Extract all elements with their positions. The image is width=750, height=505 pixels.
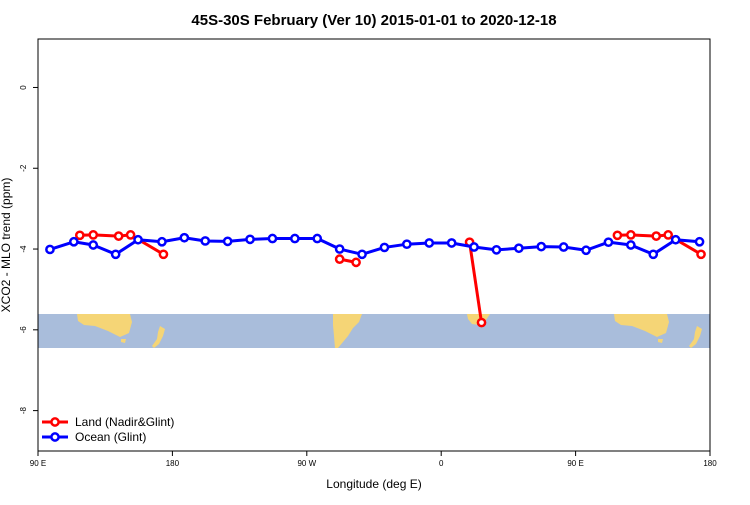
x-tick-label: 180 (166, 459, 180, 468)
y-tick-label: -8 (19, 407, 28, 415)
data-point (402, 239, 412, 250)
data-point (603, 237, 614, 248)
map-land-australia-2 (614, 314, 669, 337)
data-point (179, 232, 190, 243)
data-point (491, 244, 502, 255)
data-point (581, 245, 591, 256)
plot-frame (37, 38, 711, 452)
data-point (514, 243, 524, 254)
data-point (157, 236, 167, 247)
x-tick-label: 180 (703, 459, 717, 468)
legend-label: Land (Nadir&Glint) (75, 415, 174, 429)
data-point (424, 238, 435, 248)
data-point (648, 249, 659, 260)
data-point (88, 240, 99, 250)
legend-label: Ocean (Glint) (75, 430, 146, 444)
data-point (88, 230, 99, 240)
data-point (334, 254, 345, 264)
data-point (446, 238, 457, 248)
legend-marker (50, 432, 60, 442)
data-point (312, 233, 323, 244)
data-point (696, 249, 706, 260)
x-axis-label: Longitude (deg E) (326, 477, 421, 491)
data-point (125, 230, 136, 240)
data-point (536, 241, 547, 252)
data-point (110, 249, 121, 260)
world-map-band (38, 314, 710, 348)
data-point (222, 236, 233, 247)
data-point (351, 257, 361, 268)
chart-title: 45S-30S February (Ver 10) 2015-01-01 to … (191, 12, 556, 29)
y-tick-label: 0 (19, 85, 28, 90)
y-tick-label: -2 (19, 164, 28, 172)
series-line (468, 241, 484, 323)
map-land-australia-1 (77, 314, 132, 337)
data-point (68, 236, 79, 247)
data-point (558, 242, 569, 252)
x-axis: 90 E 180 90 W 0 90 E 180 (30, 451, 717, 468)
series-layer (45, 230, 706, 328)
map-land-south-america (333, 314, 362, 348)
data-point (357, 249, 367, 260)
map-land-tasmania-2 (658, 339, 663, 343)
data-point (113, 231, 124, 241)
map-land-new-zealand-2 (689, 326, 702, 348)
data-point (379, 242, 390, 253)
data-point (267, 233, 278, 244)
data-point (469, 242, 479, 252)
data-point (290, 233, 300, 244)
y-axis-label: XCO2 - MLO trend (ppm) (0, 178, 13, 313)
series-1 (45, 232, 705, 260)
data-point (74, 230, 85, 241)
data-point (651, 231, 662, 241)
data-point (670, 234, 681, 245)
map-land-new-zealand-1 (152, 326, 165, 348)
legend: Land (Nadir&Glint)Ocean (Glint) (42, 415, 174, 444)
data-point (45, 244, 55, 255)
data-point (612, 230, 623, 241)
data-point (133, 234, 143, 245)
data-point (626, 240, 636, 250)
x-tick-label: 0 (439, 459, 444, 468)
legend-marker (50, 417, 60, 427)
data-point (158, 249, 169, 260)
y-tick-label: -4 (19, 245, 28, 253)
x-tick-label: 90 E (30, 459, 46, 468)
x-tick-label: 90 W (297, 459, 316, 468)
y-axis: 0 -2 -4 -6 -8 (19, 85, 38, 414)
y-tick-label: -6 (19, 326, 28, 334)
data-point (476, 317, 487, 328)
data-point (334, 244, 345, 254)
data-point (694, 236, 705, 247)
data-point (200, 236, 211, 246)
data-point (663, 230, 674, 240)
x-tick-label: 90 E (567, 459, 583, 468)
map-ocean (38, 314, 710, 348)
series-0 (74, 230, 706, 328)
data-point (626, 230, 636, 240)
data-point (245, 234, 255, 245)
map-land-tasmania-1 (121, 339, 126, 343)
